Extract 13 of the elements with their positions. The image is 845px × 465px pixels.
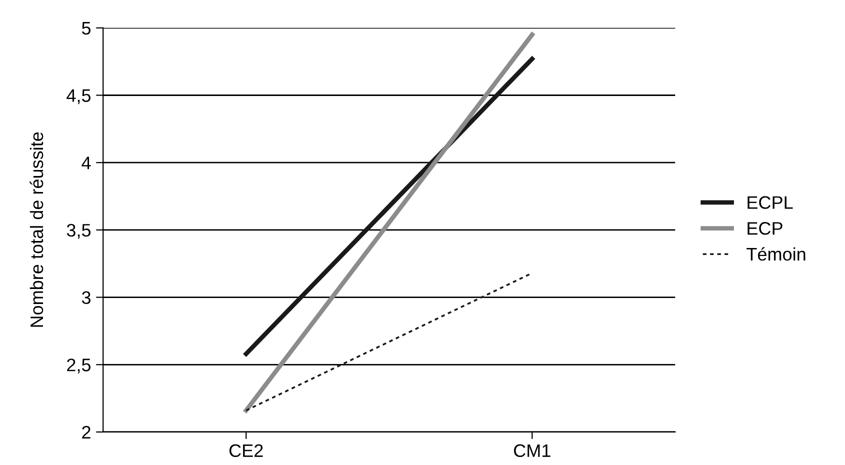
y-tick-label: 3 — [82, 291, 90, 304]
y-tick-label: 2 — [82, 426, 90, 439]
x-tick-label: CE2 — [229, 444, 263, 458]
legend-label: Témoin — [746, 247, 806, 261]
x-tick-label: CM1 — [514, 444, 550, 458]
y-axis-title: Nombre total de réussite — [30, 132, 44, 327]
y-tick-label: 2,5 — [67, 358, 91, 374]
y-tick-label: 4 — [82, 156, 91, 170]
y-tick-label: 3,5 — [66, 224, 91, 239]
y-tick-label: 5 — [82, 22, 91, 35]
legend-label: ECPL — [748, 196, 793, 209]
legend-label: ECP — [748, 222, 782, 235]
y-tick-label: 4,5 — [66, 89, 91, 104]
